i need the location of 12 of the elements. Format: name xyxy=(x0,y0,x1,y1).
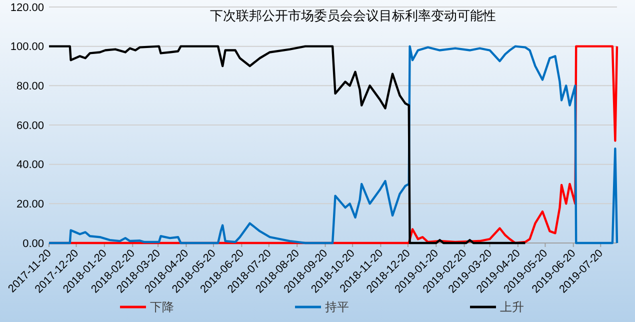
y-tick-label: 120.00 xyxy=(10,2,44,14)
chart-title: 下次联邦公开市场委员会会议目标利率变动可能性 xyxy=(210,8,496,23)
y-tick-label: 0.00 xyxy=(22,238,44,250)
legend-label: 上升 xyxy=(500,300,524,314)
line-series xyxy=(48,45,526,244)
y-tick-label: 60.00 xyxy=(16,120,44,132)
y-tick-label: 80.00 xyxy=(16,80,44,93)
y-tick-label: 40.00 xyxy=(16,159,44,172)
y-tick-label: 100.00 xyxy=(10,41,44,54)
legend-label: 下降 xyxy=(150,300,174,314)
y-tick-label: 20.00 xyxy=(16,198,44,211)
legend-label: 持平 xyxy=(325,300,349,314)
